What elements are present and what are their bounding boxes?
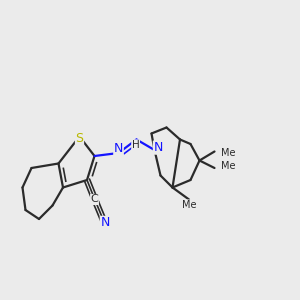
Text: N: N xyxy=(153,141,163,154)
Text: C: C xyxy=(91,194,98,205)
Text: S: S xyxy=(76,131,83,145)
Text: Me: Me xyxy=(221,161,236,171)
Text: Me: Me xyxy=(221,148,236,158)
Text: N: N xyxy=(100,216,110,230)
Text: Me: Me xyxy=(182,200,196,210)
Text: N: N xyxy=(114,142,123,155)
Text: H: H xyxy=(132,140,140,150)
